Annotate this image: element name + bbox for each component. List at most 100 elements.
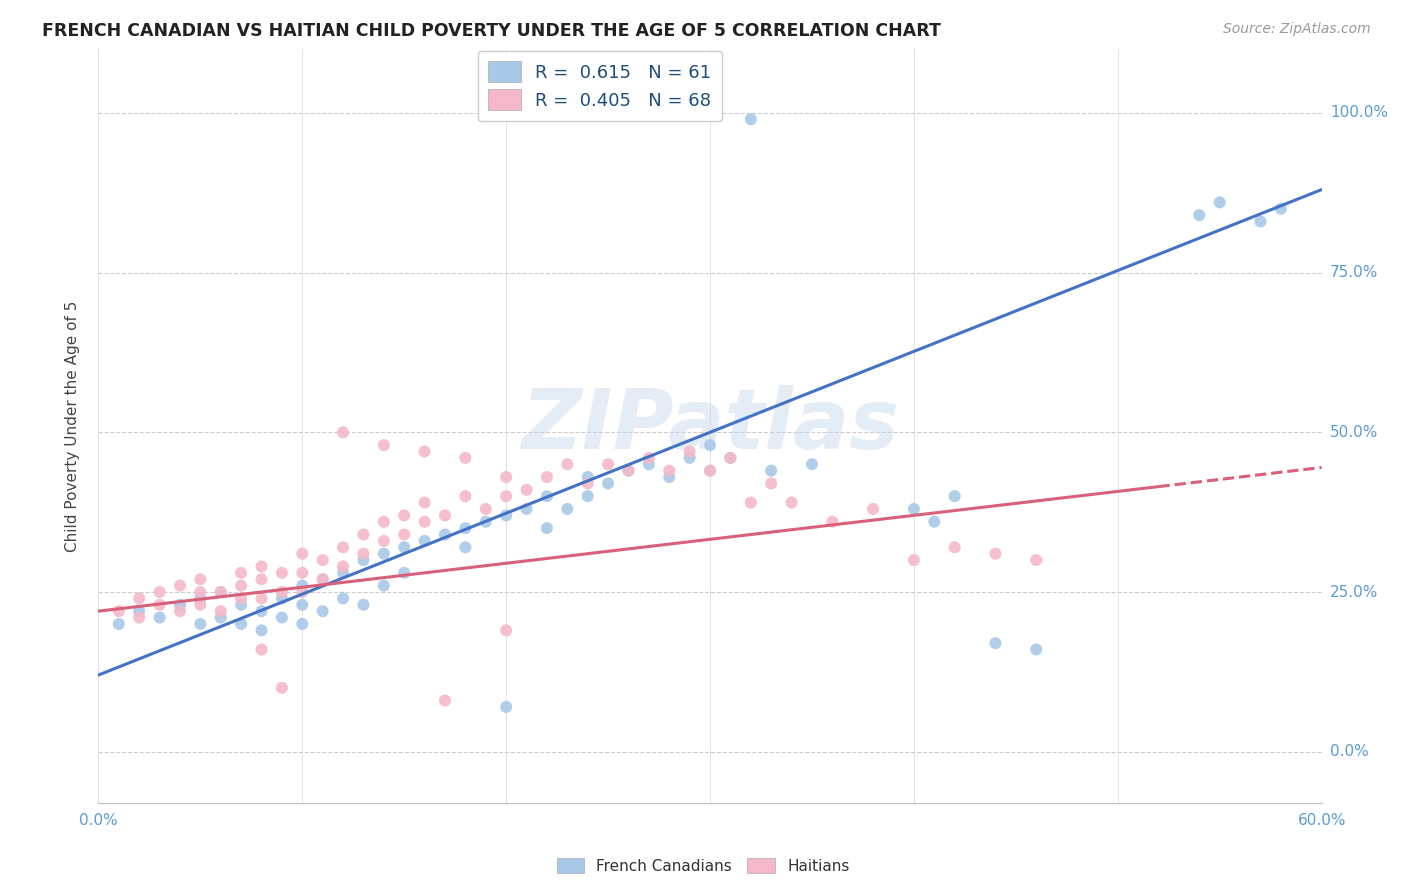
- Point: [270, 585, 294, 599]
- Point: [291, 585, 314, 599]
- Point: [454, 521, 477, 535]
- Point: [740, 495, 762, 509]
- Y-axis label: Child Poverty Under the Age of 5: Child Poverty Under the Age of 5: [65, 301, 80, 551]
- Point: [598, 476, 620, 491]
- Point: [128, 591, 150, 606]
- Point: [903, 502, 925, 516]
- Point: [312, 572, 335, 586]
- Point: [1025, 642, 1047, 657]
- Point: [209, 585, 232, 599]
- Point: [1270, 202, 1292, 216]
- Point: [1209, 195, 1232, 210]
- Point: [352, 553, 374, 567]
- Point: [108, 616, 131, 631]
- Point: [862, 502, 884, 516]
- Point: [250, 591, 273, 606]
- Point: [270, 591, 294, 606]
- Point: [718, 450, 742, 465]
- Point: [392, 566, 416, 580]
- Point: [761, 476, 783, 491]
- Point: [699, 438, 721, 452]
- Point: [332, 425, 354, 440]
- Point: [209, 610, 232, 624]
- Text: 75.0%: 75.0%: [1330, 265, 1378, 280]
- Point: [495, 508, 517, 523]
- Point: [413, 515, 436, 529]
- Point: [984, 547, 1007, 561]
- Point: [312, 553, 335, 567]
- Point: [1249, 214, 1271, 228]
- Point: [699, 464, 721, 478]
- Point: [679, 450, 702, 465]
- Point: [291, 598, 314, 612]
- Point: [740, 112, 762, 127]
- Text: FRENCH CANADIAN VS HAITIAN CHILD POVERTY UNDER THE AGE OF 5 CORRELATION CHART: FRENCH CANADIAN VS HAITIAN CHILD POVERTY…: [42, 22, 941, 40]
- Point: [128, 610, 150, 624]
- Point: [352, 527, 374, 541]
- Point: [250, 559, 273, 574]
- Point: [149, 598, 172, 612]
- Point: [149, 610, 172, 624]
- Point: [474, 515, 498, 529]
- Point: [332, 541, 354, 555]
- Point: [516, 483, 538, 497]
- Point: [617, 464, 640, 478]
- Point: [231, 566, 253, 580]
- Point: [699, 106, 721, 120]
- Point: [699, 464, 721, 478]
- Point: [454, 541, 477, 555]
- Point: [188, 591, 212, 606]
- Point: [903, 553, 925, 567]
- Point: [291, 547, 314, 561]
- Point: [658, 464, 681, 478]
- Point: [536, 521, 558, 535]
- Point: [373, 579, 395, 593]
- Point: [434, 527, 457, 541]
- Point: [801, 457, 824, 471]
- Point: [434, 508, 457, 523]
- Point: [291, 579, 314, 593]
- Point: [270, 681, 294, 695]
- Point: [312, 604, 335, 618]
- Point: [231, 579, 253, 593]
- Point: [231, 616, 253, 631]
- Point: [516, 502, 538, 516]
- Point: [188, 585, 212, 599]
- Point: [922, 515, 945, 529]
- Point: [495, 470, 517, 484]
- Point: [761, 464, 783, 478]
- Point: [1188, 208, 1211, 222]
- Point: [598, 457, 620, 471]
- Point: [373, 515, 395, 529]
- Point: [392, 508, 416, 523]
- Point: [637, 450, 661, 465]
- Point: [250, 604, 273, 618]
- Point: [495, 624, 517, 638]
- Point: [780, 495, 803, 509]
- Point: [555, 502, 579, 516]
- Point: [270, 566, 294, 580]
- Point: [943, 541, 966, 555]
- Text: Source: ZipAtlas.com: Source: ZipAtlas.com: [1223, 22, 1371, 37]
- Point: [821, 515, 844, 529]
- Point: [352, 547, 374, 561]
- Point: [332, 559, 354, 574]
- Point: [250, 572, 273, 586]
- Text: 50.0%: 50.0%: [1330, 425, 1378, 440]
- Legend: R =  0.615   N = 61, R =  0.405   N = 68: R = 0.615 N = 61, R = 0.405 N = 68: [478, 51, 723, 121]
- Point: [373, 533, 395, 548]
- Point: [392, 541, 416, 555]
- Point: [413, 495, 436, 509]
- Point: [413, 533, 436, 548]
- Point: [576, 489, 599, 503]
- Point: [128, 604, 150, 618]
- Point: [637, 457, 661, 471]
- Point: [576, 470, 599, 484]
- Point: [231, 598, 253, 612]
- Point: [679, 444, 702, 458]
- Point: [1025, 553, 1047, 567]
- Point: [332, 591, 354, 606]
- Point: [209, 585, 232, 599]
- Point: [474, 502, 498, 516]
- Point: [291, 616, 314, 631]
